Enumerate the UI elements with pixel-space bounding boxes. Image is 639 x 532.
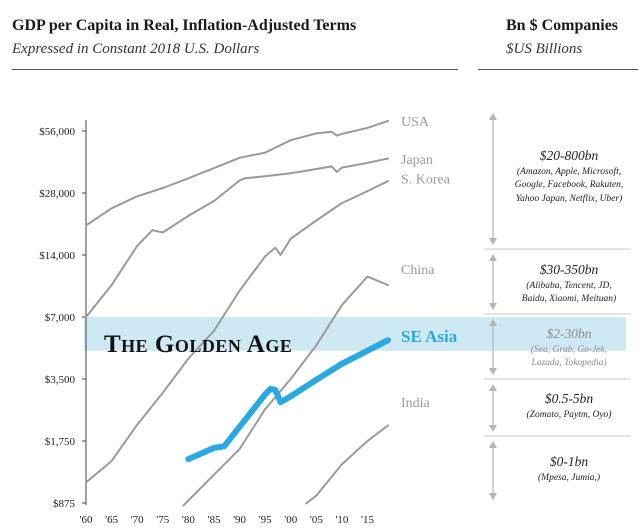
tier-arrow-head — [489, 303, 497, 310]
company-tier: $30-350bn (Alibaba, Tencent, JD, Baidu, … — [500, 262, 638, 307]
series-label: SE Asia — [401, 327, 458, 346]
series-line-japan — [85, 157, 389, 318]
y-tick-label: $875 — [53, 498, 76, 510]
x-tick-label: '85 — [207, 514, 220, 526]
tier-arrow-head — [489, 113, 497, 120]
x-tick-label: '05 — [310, 514, 323, 526]
company-tier: $2-30bn (Sea, Grab, Go-Jek, Lazada, Toko… — [500, 326, 638, 371]
y-tick-label: $7,000 — [45, 312, 76, 324]
series-label: S. Korea — [401, 172, 451, 187]
x-tick-label: '90 — [233, 514, 246, 526]
header-rule-right — [478, 69, 638, 70]
tier-companies: (Zomato, Paytm, Oyo) — [526, 410, 612, 420]
x-tick-label: '65 — [105, 514, 118, 526]
y-tick-label: $56,000 — [39, 126, 75, 138]
x-tick-label: '70 — [131, 514, 144, 526]
chart-subtitle: Expressed in Constant 2018 U.S. Dollars — [12, 41, 260, 57]
tier-arrow-head — [489, 493, 497, 500]
companies-subtitle: $US Billions — [506, 41, 583, 57]
y-tick-label: $14,000 — [39, 250, 75, 262]
series-label: USA — [401, 115, 430, 130]
x-tick-label: '75 — [156, 514, 169, 526]
x-tick-label: '80 — [182, 514, 195, 526]
series-line-s-korea — [85, 180, 389, 484]
tier-arrow-head — [489, 238, 497, 245]
series-line-china — [182, 275, 389, 507]
company-tier: $20-800bn (Amazon, Apple, Microsoft, Goo… — [500, 148, 638, 206]
x-tick-label: '10 — [335, 514, 348, 526]
x-tick-label: '15 — [361, 514, 374, 526]
tier-range: $30-350bn — [539, 262, 599, 277]
series-label: Japan — [401, 153, 433, 168]
tier-arrow-head — [489, 425, 497, 432]
x-tick-label: '00 — [284, 514, 297, 526]
golden-age-label: The Golden Age — [104, 331, 293, 358]
tier-companies: (Sea, Grab, Go-Jek, Lazada, Tokopedia) — [530, 345, 608, 369]
x-tick-label: '95 — [259, 514, 272, 526]
tier-arrow-head — [489, 384, 497, 391]
golden-age-band — [84, 317, 626, 351]
tier-companies: (Alibaba, Tencent, JD, Baidu, Xiaomi, Me… — [521, 281, 617, 305]
y-tick-label: $1,750 — [45, 436, 76, 448]
tier-arrow-head — [489, 368, 497, 375]
chart-title: GDP per Capita in Real, Inflation-Adjust… — [12, 17, 357, 34]
tier-arrow-head — [489, 441, 497, 448]
x-tick-label: '60 — [80, 514, 93, 526]
tier-companies: (Mpesa, Jumia,) — [538, 473, 600, 483]
series-label: China — [401, 263, 435, 278]
tier-range: $0.5-5bn — [544, 391, 594, 406]
tier-range: $2-30bn — [546, 326, 592, 341]
company-tier: $0-1bn (Mpesa, Jumia,) — [500, 454, 638, 485]
tier-range: $0-1bn — [549, 454, 589, 469]
tier-companies: (Amazon, Apple, Microsoft, Google, Faceb… — [514, 167, 624, 204]
series-line-usa — [85, 120, 389, 227]
series-line-india — [305, 424, 389, 505]
series-line-se-asia — [185, 337, 391, 463]
y-tick-label: $3,500 — [45, 374, 76, 386]
y-tick-label: $28,000 — [39, 188, 75, 200]
header-rule-left — [12, 69, 458, 70]
series-label: India — [401, 396, 431, 411]
tier-range: $20-800bn — [539, 148, 599, 163]
company-tier: $0.5-5bn (Zomato, Paytm, Oyo) — [500, 391, 638, 422]
tier-arrow-head — [489, 254, 497, 261]
tier-arrow-head — [489, 319, 497, 326]
companies-title: Bn $ Companies — [506, 17, 619, 34]
